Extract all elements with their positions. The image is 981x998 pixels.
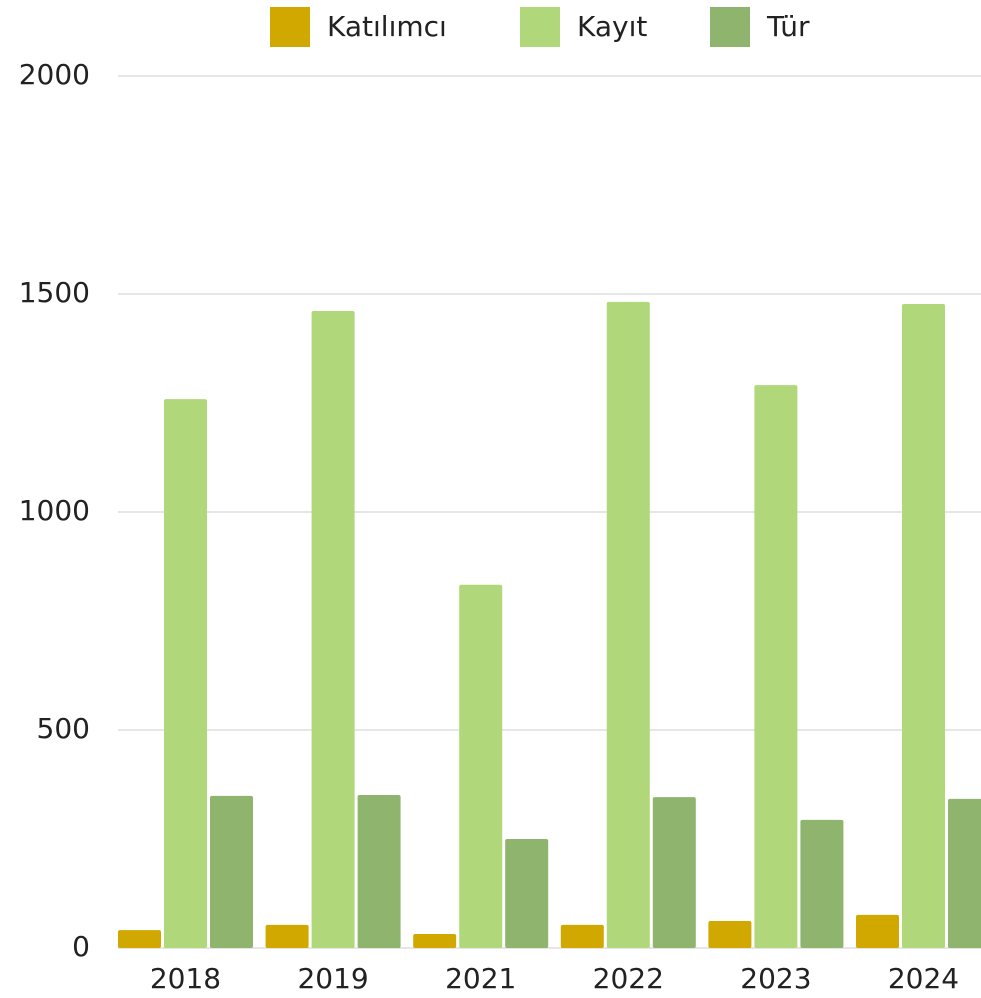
legend-label: Kayıt: [577, 10, 647, 43]
bar: [754, 385, 798, 948]
bar: [652, 797, 696, 948]
x-tick-label: 2018: [150, 962, 221, 995]
x-tick-label: 2024: [888, 962, 959, 995]
bar: [311, 311, 355, 948]
x-tick-label: 2019: [297, 962, 368, 995]
y-tick-label: 1500: [19, 276, 90, 309]
x-tick-label: 2021: [445, 962, 516, 995]
legend-label: Katılımcı: [327, 10, 447, 43]
y-tick-label: 2000: [19, 58, 90, 91]
bar: [856, 914, 899, 948]
legend-swatch: [520, 7, 560, 47]
bar: [606, 301, 650, 948]
y-tick-label: 500: [37, 712, 90, 745]
legend-swatch: [710, 7, 750, 47]
x-tick-label: 2023: [740, 962, 811, 995]
bar: [948, 798, 981, 948]
bar: [210, 795, 253, 948]
legend-label: Tür: [766, 10, 810, 43]
y-tick-label: 1000: [19, 494, 90, 527]
bar: [459, 584, 503, 948]
y-tick-label: 0: [72, 930, 90, 963]
legend-swatch: [270, 7, 310, 47]
bar: [902, 304, 945, 948]
bar: [505, 839, 549, 948]
bar: [357, 794, 401, 948]
bar: [413, 934, 457, 948]
bar: [708, 920, 752, 948]
bar: [118, 930, 161, 948]
bar: [164, 399, 207, 948]
x-tick-label: 2022: [593, 962, 664, 995]
bar: [265, 924, 309, 948]
bar: [800, 819, 844, 948]
bar: [560, 924, 604, 948]
